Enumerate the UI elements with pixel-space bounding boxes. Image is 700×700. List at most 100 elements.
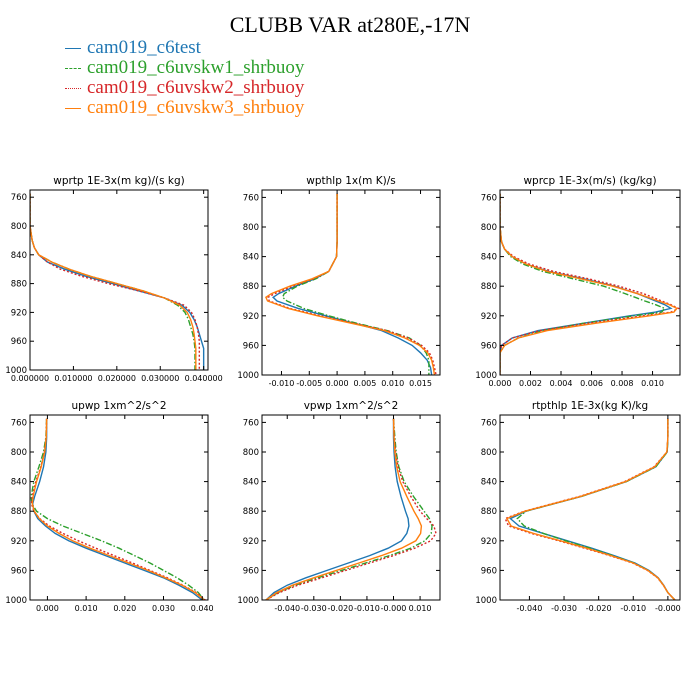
legend-label: cam019_c6uvskw2_shrbuoy — [87, 77, 305, 98]
y-tick-label: 1000 — [5, 596, 27, 606]
y-tick-label: 1000 — [237, 371, 259, 381]
legend-label: cam019_c6test — [87, 37, 201, 58]
y-tick-label: 920 — [481, 312, 497, 322]
x-tick-label: 0.010 — [381, 379, 404, 388]
x-tick-label: 0.005 — [353, 379, 376, 388]
panel-4: upwp 1xm^2/s^2 760 800 840 880 920 960 1000 0.00… — [5, 400, 213, 613]
y-tick-label: 960 — [11, 566, 27, 576]
x-tick-label: 0.040 — [191, 604, 214, 613]
y-tick-label: 800 — [481, 448, 497, 458]
series-line — [265, 193, 436, 375]
legend-swatch — [65, 48, 81, 50]
panel-3: wprcp 1E-3x(m/s) (kg/kg) 760 800 840 880 920 9… — [475, 175, 681, 388]
y-tick-label: 840 — [243, 253, 259, 263]
y-tick-label: 880 — [243, 507, 259, 517]
legend: cam019_c6test cam019_c6uvskw1_shrbuoy ca… — [65, 38, 304, 118]
panel-title: wpthlp 1x(m K)/s — [306, 175, 396, 187]
y-tick-label: 960 — [481, 341, 497, 351]
y-tick-label: 840 — [11, 478, 27, 488]
y-tick-label: 1000 — [475, 371, 497, 381]
x-tick-label: 0.010 — [641, 379, 664, 388]
y-tick-label: 760 — [11, 193, 27, 203]
x-tick-label: -0.020 — [586, 604, 612, 613]
x-tick-label: 0.002 — [519, 379, 542, 388]
y-tick-label: 760 — [243, 418, 259, 428]
series-group — [500, 193, 680, 375]
x-tick-label: 0.006 — [580, 379, 603, 388]
series-line — [30, 193, 197, 370]
x-tick-label: 0.010 — [409, 604, 432, 613]
x-tick-label: 0.020 — [113, 604, 136, 613]
plot-frame — [261, 189, 441, 376]
series-line — [500, 193, 680, 375]
y-tick-label: 880 — [481, 282, 497, 292]
legend-entry: cam019_c6uvskw2_shrbuoy — [65, 78, 304, 98]
x-tick-label: -0.040 — [274, 604, 300, 613]
series-group — [30, 418, 206, 600]
series-line — [281, 193, 430, 375]
series-group — [265, 418, 437, 600]
legend-entry: cam019_c6uvskw1_shrbuoy — [65, 58, 304, 78]
series-line — [31, 418, 205, 600]
series-line — [30, 193, 201, 370]
series-group — [504, 418, 676, 600]
series-group — [265, 193, 437, 375]
y-tick-label: 800 — [481, 223, 497, 233]
y-tick-label: 800 — [11, 448, 27, 458]
x-tick-label: -0.020 — [327, 604, 353, 613]
y-tick-label: 920 — [481, 537, 497, 547]
x-tick-label: 0.004 — [550, 379, 573, 388]
series-line — [500, 193, 679, 375]
series-line — [30, 418, 205, 600]
y-tick-label: 880 — [11, 280, 27, 290]
series-line — [265, 418, 433, 600]
y-tick-label: 800 — [243, 223, 259, 233]
y-tick-label: 920 — [243, 537, 259, 547]
legend-swatch — [65, 108, 81, 110]
y-tick-label: 760 — [11, 418, 27, 428]
x-tick-label: -0.010 — [620, 604, 646, 613]
x-tick-label: 0.000 — [489, 379, 512, 388]
y-tick-label: 1000 — [475, 596, 497, 606]
x-tick-label: -0.030 — [301, 604, 327, 613]
x-tick-label: 0.000 — [326, 379, 349, 388]
y-tick-label: 960 — [11, 337, 27, 347]
x-tick-label: 0.010000 — [54, 374, 92, 383]
x-tick-label: 0.030000 — [141, 374, 179, 383]
x-tick-label: 0.040000 — [185, 374, 223, 383]
plot-frame — [29, 189, 209, 371]
y-tick-label: 840 — [11, 251, 27, 261]
series-line — [30, 418, 206, 600]
x-tick-label: -0.030 — [551, 604, 577, 613]
panel-1: wprtp 1E-3x(m kg)/(s kg) 760 800 840 880 920 9… — [5, 175, 222, 383]
y-tick-label: 880 — [481, 507, 497, 517]
y-tick-label: 960 — [243, 566, 259, 576]
figure-title: CLUBB VAR at280E,-17N — [229, 12, 471, 37]
panel-title: wprcp 1E-3x(m/s) (kg/kg) — [523, 175, 656, 187]
legend-label: cam019_c6uvskw1_shrbuoy — [87, 57, 305, 78]
y-tick-label: 1000 — [237, 596, 259, 606]
panel-title: vpwp 1xm^2/s^2 — [304, 400, 399, 412]
panel-title: wprtp 1E-3x(m kg)/(s kg) — [53, 175, 184, 187]
legend-entry: cam019_c6uvskw3_shrbuoy — [65, 98, 304, 118]
series-line — [30, 193, 205, 370]
legend-swatch — [65, 68, 81, 70]
x-tick-label: 0.010 — [75, 604, 98, 613]
y-tick-label: 960 — [481, 566, 497, 576]
y-tick-label: 880 — [243, 282, 259, 292]
x-tick-label: -0.010 — [269, 379, 295, 388]
series-line — [265, 418, 437, 600]
x-tick-label: 0.030 — [152, 604, 175, 613]
x-tick-label: -0.005 — [296, 379, 322, 388]
plot-frame — [499, 414, 681, 601]
legend-entry: cam019_c6test — [65, 38, 304, 58]
x-tick-label: -0.000 — [655, 604, 681, 613]
y-tick-label: 760 — [243, 193, 259, 203]
legend-swatch — [65, 88, 81, 90]
panel-6: rtpthlp 1E-3x(kg K)/kg 760 800 840 880 920 960… — [475, 400, 680, 613]
series-line — [31, 418, 203, 600]
y-tick-label: 960 — [243, 341, 259, 351]
y-tick-label: 920 — [243, 312, 259, 322]
y-tick-label: 1000 — [5, 366, 27, 376]
panel-2: wpthlp 1x(m K)/s 760 800 840 880 920 960 1000 -0… — [237, 175, 441, 388]
